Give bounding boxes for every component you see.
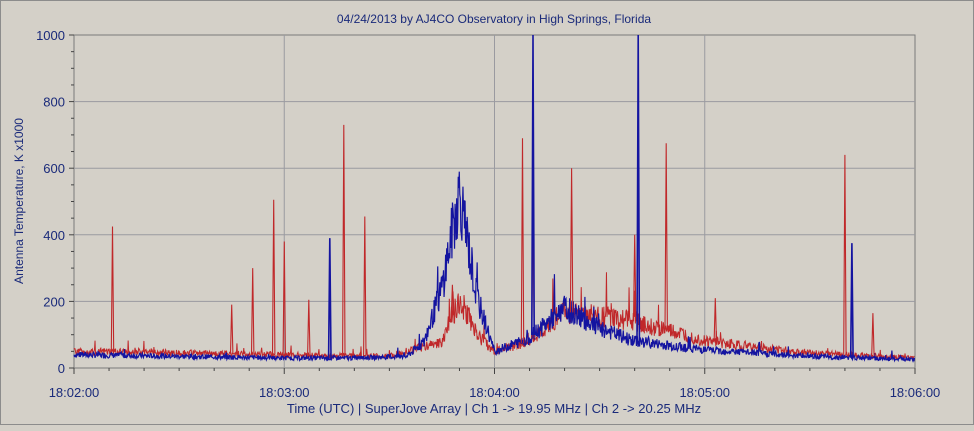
spike-mark-ch2 [713,298,718,343]
y-tick-label: 800 [43,95,65,110]
y-tick-label: 600 [43,161,65,176]
x-tick-label: 18:03:00 [259,385,310,400]
x-tick-label: 18:06:00 [890,385,941,400]
spike-mark-ch2 [569,168,574,313]
chart-title: 04/24/2013 by AJ4CO Observatory in High … [337,12,651,26]
spike-mark-ch2 [282,241,286,355]
y-tick-label: 0 [58,361,65,376]
y-axis-label: Antenna Temperature, K x1000 [12,118,26,284]
series-ch1-spikes [327,34,854,359]
spike-mark-ch2 [363,216,367,357]
x-tick-label: 18:04:00 [469,385,520,400]
tick-marks [69,34,916,374]
series-ch1-line [73,171,916,364]
spike-mark-ch1 [636,34,641,342]
spike-mark-ch2 [450,284,455,316]
spike-mark-ch1 [530,34,536,336]
spike-mark-ch1 [327,238,332,359]
x-axis-label: Time (UTC) | SuperJove Array | Ch 1 -> 1… [287,401,701,416]
y-tick-label: 400 [43,228,65,243]
spike-mark-ch2 [664,143,668,331]
x-tick-label: 18:05:00 [679,385,730,400]
x-tick-labels: 18:02:00 18:03:00 18:04:00 18:05:00 18:06:00 [49,385,941,400]
spike-mark-ch2 [307,299,311,356]
spike-mark-ch2 [110,226,115,353]
spike-mark-ch2 [250,268,255,355]
spike-mark-ch2 [271,199,276,355]
spike-mark-ch2 [520,138,525,344]
x-tick-label: 18:02:00 [49,385,100,400]
spike-mark-ch1 [849,243,854,358]
grid [74,35,915,368]
spike-mark-ch2 [342,124,346,356]
y-tick-labels: 0 200 400 600 800 1000 [36,28,65,376]
y-tick-label: 1000 [36,28,65,43]
spike-mark-ch2 [843,154,847,355]
spike-mark-ch2 [632,234,637,322]
spike-mark-ch2 [229,304,234,354]
spike-mark-ch2 [871,313,875,357]
y-tick-label: 200 [43,294,65,309]
